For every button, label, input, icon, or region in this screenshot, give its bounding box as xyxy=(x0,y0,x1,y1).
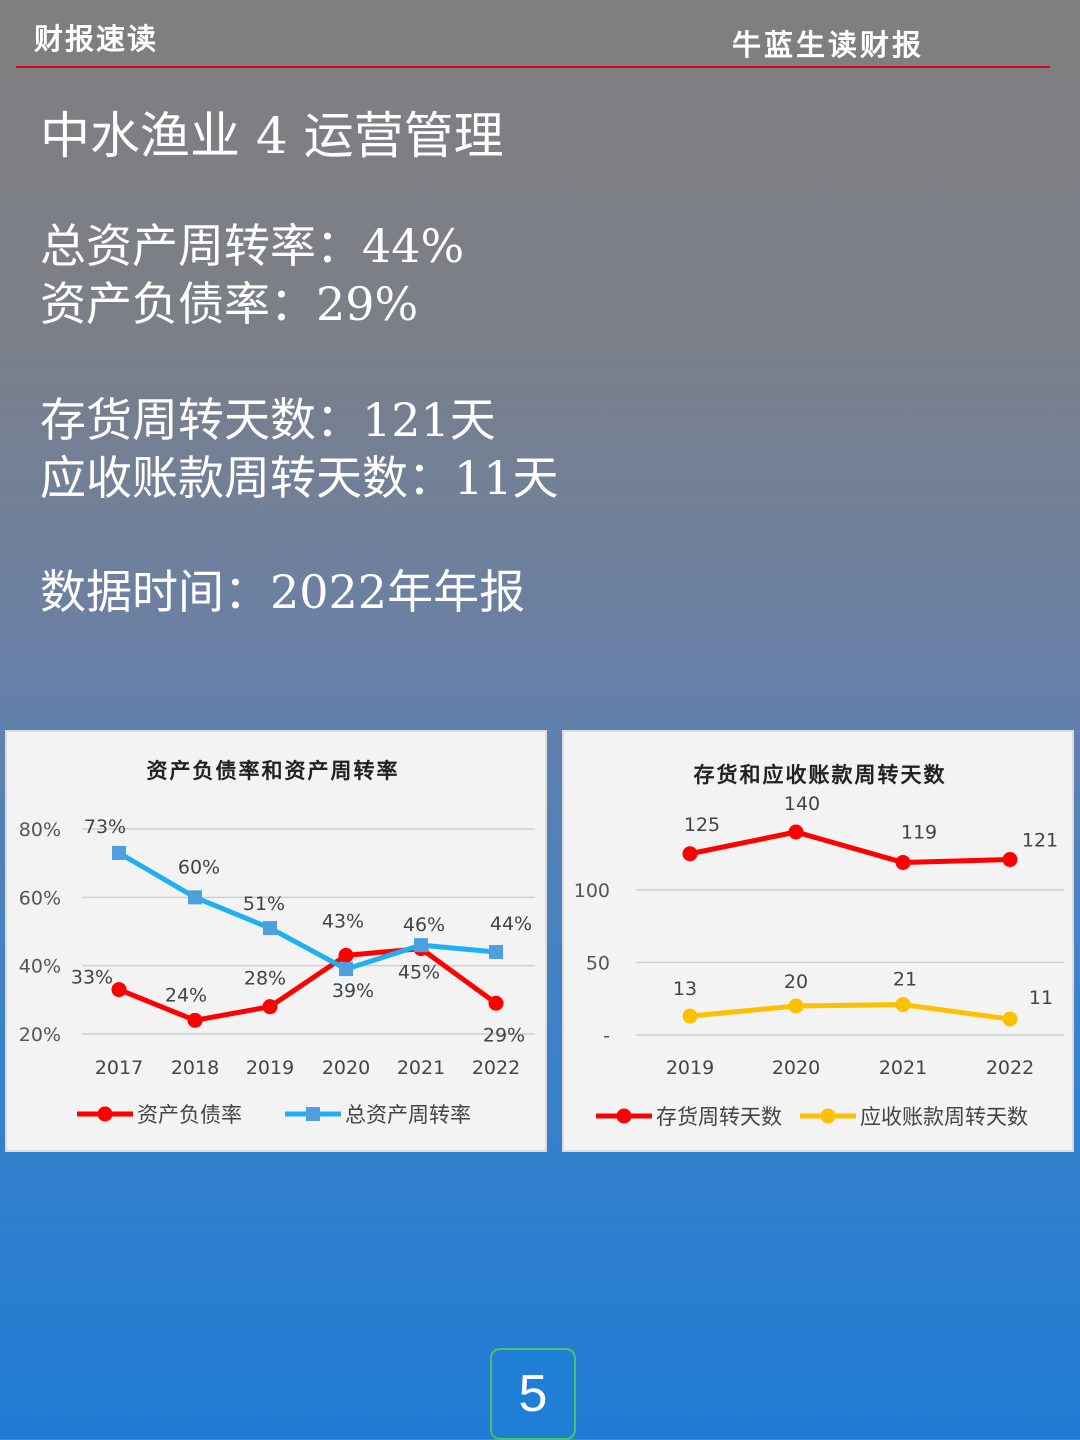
data-point xyxy=(895,997,911,1013)
data-point xyxy=(895,854,911,870)
header-divider xyxy=(16,66,1050,68)
legend-label: 应收账款周转天数 xyxy=(860,1105,1028,1129)
x-tick-label: 2017 xyxy=(95,1057,143,1079)
x-tick-label: 2020 xyxy=(322,1057,370,1079)
data-label: 20 xyxy=(784,971,808,993)
y-tick-label: 40% xyxy=(19,956,61,978)
data-point xyxy=(262,999,278,1015)
data-point xyxy=(339,962,353,977)
data-label: 73% xyxy=(84,816,126,838)
data-label: 60% xyxy=(178,856,220,878)
data-point xyxy=(187,1012,203,1028)
y-tick-label: 60% xyxy=(19,887,61,909)
legend-marker xyxy=(97,1106,113,1122)
y-tick-label: - xyxy=(603,1025,610,1047)
data-label: 21 xyxy=(893,969,917,991)
x-tick-label: 2018 xyxy=(171,1057,219,1079)
chart-debt-turnover: 资产负债率和资产周转率 80% 60% 40% 20% 2017 2018 2019 2020 2… xyxy=(19,759,535,1127)
series-line xyxy=(689,1002,1011,1022)
x-tick-label: 2022 xyxy=(986,1057,1034,1079)
data-point xyxy=(788,824,804,840)
data-point xyxy=(788,998,804,1014)
data-point xyxy=(488,995,504,1011)
metric-asset-turnover: 总资产周转率：44% xyxy=(40,219,465,273)
page-number: 5 xyxy=(490,1348,576,1440)
legend-marker xyxy=(306,1107,320,1121)
metric-inventory-days: 存货周转天数：121天 xyxy=(40,393,496,447)
x-tick-label: 2021 xyxy=(879,1057,927,1079)
y-tick-label: 100 xyxy=(574,880,610,902)
data-label: 29% xyxy=(483,1024,525,1046)
data-label: 39% xyxy=(332,980,374,1002)
data-label: 121 xyxy=(1022,830,1058,852)
legend-marker xyxy=(820,1108,836,1124)
data-point xyxy=(263,921,277,936)
x-tick-label: 2019 xyxy=(666,1057,714,1079)
data-label: 140 xyxy=(784,793,820,815)
data-label: 28% xyxy=(244,968,286,990)
data-label: 46% xyxy=(403,914,445,936)
series-line xyxy=(689,829,1011,865)
chart-title: 资产负债率和资产周转率 xyxy=(147,759,400,783)
y-tick-label: 20% xyxy=(19,1024,61,1046)
data-point xyxy=(188,890,202,905)
data-label: 125 xyxy=(684,814,720,836)
legend-label: 存货周转天数 xyxy=(656,1105,782,1129)
x-tick-label: 2021 xyxy=(397,1057,445,1079)
data-point xyxy=(338,947,354,963)
legend-marker xyxy=(616,1108,632,1124)
data-point xyxy=(682,1008,698,1024)
metric-receivable-days: 应收账款周转天数：11天 xyxy=(40,451,559,505)
data-point xyxy=(111,982,127,998)
x-tick-label: 2019 xyxy=(246,1057,294,1079)
legend-label: 总资产周转率 xyxy=(345,1103,471,1127)
metric-data-time: 数据时间：2022年年报 xyxy=(40,565,526,619)
data-label: 44% xyxy=(490,913,532,935)
y-tick-label: 50 xyxy=(586,953,610,975)
data-point xyxy=(1002,1011,1018,1027)
data-label: 24% xyxy=(165,984,207,1006)
chart-panel-left: 资产负债率和资产周转率 80% 60% 40% 20% 2017 2018 2019 2020 2… xyxy=(5,730,547,1152)
series-line xyxy=(118,946,498,1023)
legend-label: 资产负债率 xyxy=(137,1103,242,1127)
data-point xyxy=(489,945,503,959)
data-label: 13 xyxy=(673,978,697,1000)
data-point xyxy=(682,846,698,862)
header-left-title: 财报速读 xyxy=(34,22,159,56)
chart-title: 存货和应收账款周转天数 xyxy=(694,763,947,787)
data-label: 45% xyxy=(398,962,440,984)
data-label: 11 xyxy=(1029,987,1053,1009)
data-point xyxy=(1002,852,1018,868)
header-right-title: 牛蓝生读财报 xyxy=(732,28,925,62)
data-label: 119 xyxy=(901,821,937,843)
page-title: 中水渔业 4 运营管理 xyxy=(40,107,504,165)
metric-debt-ratio: 资产负债率：29% xyxy=(40,277,419,331)
x-tick-label: 2022 xyxy=(472,1057,520,1079)
data-point xyxy=(112,845,126,860)
series-line xyxy=(117,850,497,972)
x-tick-label: 2020 xyxy=(772,1057,820,1079)
chart-panel-right: 存货和应收账款周转天数 100 50-2019 2020 2021 2022 125 140 1… xyxy=(562,730,1074,1152)
data-label: 51% xyxy=(243,893,285,915)
data-label: 33% xyxy=(71,967,113,989)
y-tick-label: 80% xyxy=(19,819,61,841)
data-point xyxy=(414,938,428,953)
data-label: 43% xyxy=(322,910,364,932)
